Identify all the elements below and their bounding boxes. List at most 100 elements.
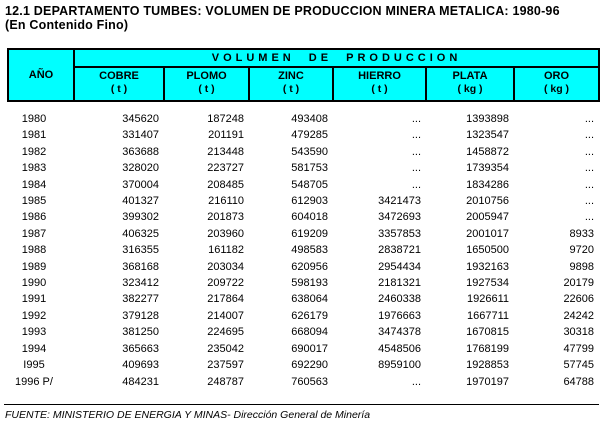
value-cell: 370004 [122,178,159,191]
table-row: I995 409693 237597 692290 8959100 1928853 5774… [8,357,599,373]
value-cell: 237597 [207,359,244,372]
value-cell: 581753 [291,162,328,175]
value-cell: 201873 [207,211,244,224]
value-cell: 382277 [122,293,159,306]
value-cell: 690017 [291,342,328,355]
year-cell: 1983 [21,162,47,175]
value-cell: 692290 [291,359,328,372]
value-cell: 604018 [291,211,328,224]
col-header-plata: PLATA [425,66,515,82]
value-cell: 47799 [563,342,595,355]
footer-rule [4,404,599,405]
value-cell: 2460338 [378,293,421,306]
value-cell: 479285 [291,129,328,142]
table-row: 1988 316355 161182 498583 2838721 1650500 9720 [8,242,599,258]
value-cell: 328020 [122,162,159,175]
value-cell: 619209 [291,227,328,240]
table-row: 1992 379128 214007 626179 1976663 1667711 2424… [8,308,599,324]
value-cell: 323412 [122,277,159,290]
table-row: 1982 363688 213448 543590... 1458872... [8,144,599,160]
col-unit-oro: ( kg ) [512,82,601,102]
value-cell: 8933 [569,227,595,240]
table-row: 1980 345620 187248 493408... 1393898... [8,101,599,127]
table-row: 1986 399302 201873 604018 3472693 2005947... [8,209,599,225]
value-cell: 1970197 [466,375,509,388]
value-cell: 30318 [563,326,595,339]
value-cell: ... [584,129,595,142]
year-cell: 1989 [21,260,47,273]
value-cell: 368168 [122,260,159,273]
value-cell: 20179 [563,277,595,290]
value-cell: ... [584,178,595,191]
table-header: AÑO VOLUMEN DE PRODUCCION COBRE PLOMO ZI… [7,48,601,102]
value-cell: 214007 [207,309,244,322]
value-cell: 379128 [122,309,159,322]
source-note: FUENTE: MINISTERIO DE ENERGIA Y MINAS- D… [5,409,371,421]
value-cell: ... [411,375,421,388]
value-cell: ... [411,145,421,158]
col-header-hierro: HIERRO [332,66,427,82]
value-cell: 208485 [207,178,244,191]
value-cell: 216110 [208,195,244,208]
value-cell: ... [411,113,421,125]
table-row: 1993 381250 224695 668094 3474378 1670815 3031… [8,324,599,340]
value-cell: 248787 [207,375,244,388]
year-cell: 1988 [21,244,47,257]
year-cell: 1994 [21,342,47,355]
value-cell: ... [411,162,421,175]
value-cell: 760563 [291,375,328,388]
value-cell: 3357853 [378,227,421,240]
value-cell: 1928853 [466,359,509,372]
value-cell: 1768199 [466,342,509,355]
value-cell: 381250 [122,326,159,339]
value-cell: 9720 [569,244,595,257]
value-cell: 620956 [291,260,328,273]
col-unit-zinc: ( t ) [248,82,334,102]
col-header-zinc: ZINC [248,66,334,82]
value-cell: 9898 [569,260,595,273]
year-cell: 1985 [21,195,47,208]
production-table: AÑO VOLUMEN DE PRODUCCION COBRE PLOMO ZI… [7,48,601,390]
title-line-2: (En Contenido Fino) [5,18,129,32]
value-cell: ... [584,211,595,224]
value-cell: 345620 [122,113,159,125]
year-cell: 1990 [21,277,47,290]
value-cell: 498583 [291,244,328,257]
value-cell: 638064 [291,293,328,306]
col-header-year: AÑO [7,48,75,102]
value-cell: 161182 [208,244,244,257]
col-unit-hierro: ( t ) [332,82,427,102]
value-cell: 57745 [563,359,595,372]
year-cell: 1996 P/ [15,375,53,388]
table-row: 1983 328020 223727 581753... 1739354... [8,160,599,176]
group-header-volumen-de-produccion: VOLUMEN DE PRODUCCION [72,48,601,68]
value-cell: 2001017 [466,227,509,240]
year-cell: 1982 [21,145,47,158]
value-cell: 406325 [122,227,159,240]
value-cell: 203034 [207,260,244,273]
year-cell: 1986 [21,211,47,224]
col-unit-plata: ( kg ) [425,82,515,102]
year-cell: 1984 [21,178,47,191]
value-cell: 201191 [208,129,244,142]
value-cell: 3421473 [378,195,421,208]
col-header-plomo: PLOMO [163,66,250,82]
value-cell: 543590 [291,145,328,158]
value-cell: 363688 [122,145,159,158]
value-cell: 399302 [122,211,159,224]
value-cell: 64788 [563,375,595,388]
value-cell: 187248 [207,113,244,125]
value-cell: 401327 [122,195,159,208]
page-title: 12.1 DEPARTAMENTO TUMBES: VOLUMEN DE PRO… [5,4,560,32]
value-cell: 1927534 [466,277,509,290]
value-cell: 3474378 [378,326,421,339]
value-cell: 493408 [291,113,328,125]
year-cell: I995 [23,359,45,372]
value-cell: 8959100 [378,359,421,372]
value-cell: 209722 [207,277,244,290]
value-cell: 1926611 [466,293,509,306]
value-cell: 4548506 [378,342,421,355]
value-cell: 217864 [207,293,244,306]
year-cell: 1992 [21,309,47,322]
value-cell: 668094 [291,326,328,339]
